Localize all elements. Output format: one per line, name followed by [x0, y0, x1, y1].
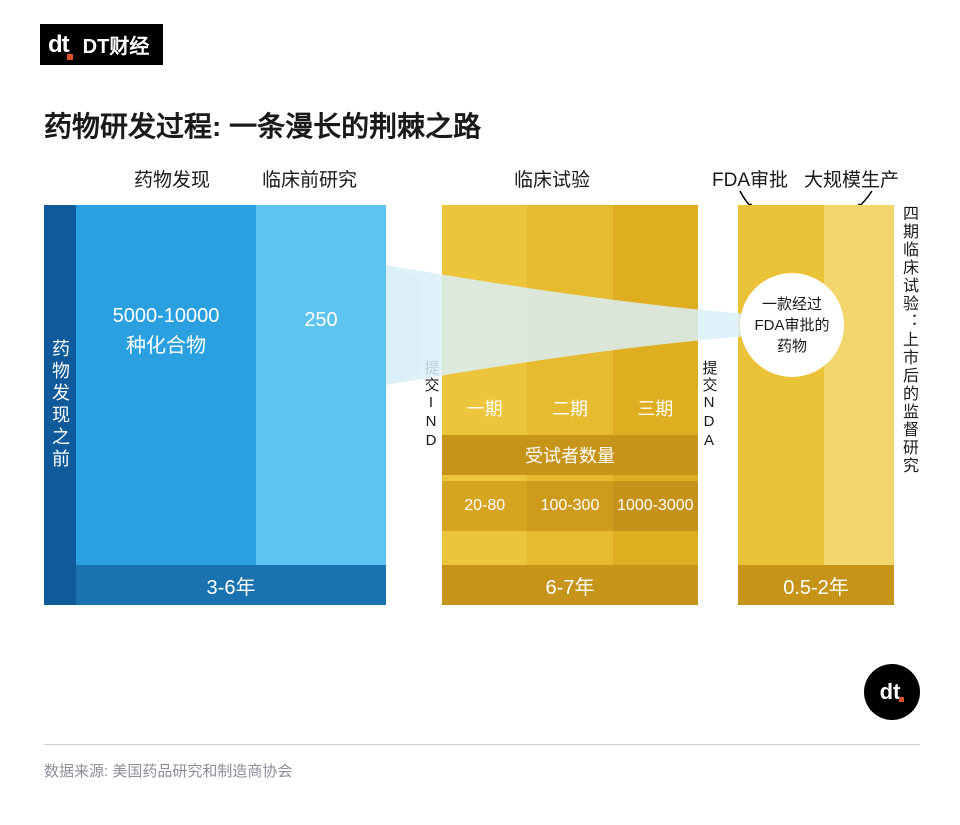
- stage-fda: FDA审批: [712, 165, 788, 192]
- preclinical-block: 250: [256, 205, 386, 605]
- fda-approved-callout: 一款经过FDA审批的药物: [740, 273, 844, 377]
- duration-clinical: 6-7年: [442, 565, 698, 605]
- stage-labels: 药物发现 临床前研究 临床试验 FDA审批 大规模生产: [44, 165, 920, 199]
- timeline-blocks: 药物发现之前 5000-10000 种化合物 250 提交IND 一期 二期 三…: [44, 205, 920, 605]
- subjects-row: 20-80 100-300 1000-3000: [442, 481, 698, 531]
- subjects-p2: 100-300: [527, 481, 612, 531]
- phase-4-note: 四期临床试验：上市后的监督研究: [898, 205, 920, 605]
- duration-discovery: 3-6年: [76, 565, 386, 605]
- pre-discovery-label: 药物发现之前: [47, 339, 73, 471]
- preclinical-compounds: 250: [256, 305, 386, 335]
- nda-milestone: 提交NDA: [698, 205, 720, 605]
- divider: [44, 744, 920, 745]
- clinical-block: 一期 二期 三期 受试者数量 20-80 100-300 1000-3000: [442, 205, 698, 605]
- fda-block: [738, 205, 824, 565]
- stage-production: 大规模生产: [804, 165, 899, 192]
- footer-logo: dt: [864, 664, 920, 720]
- drug-pipeline-chart: 药物发现 临床前研究 临床试验 FDA审批 大规模生产 药物发现之前 5000-…: [44, 165, 920, 605]
- logo-mark: dt: [48, 31, 73, 59]
- pre-discovery-block: 药物发现之前: [44, 205, 76, 605]
- page-title: 药物研发过程: 一条漫长的荆棘之路: [44, 105, 960, 145]
- subjects-p3: 1000-3000: [613, 481, 698, 531]
- duration-fda: 0.5-2年: [738, 565, 894, 605]
- subjects-p1: 20-80: [442, 481, 527, 531]
- stage-clinical: 临床试验: [514, 165, 590, 192]
- data-source: 数据来源: 美国药品研究和制造商协会: [44, 760, 292, 781]
- stage-discovery: 药物发现: [134, 165, 210, 192]
- funnel-tail: [386, 205, 420, 565]
- logo-text: DT财经: [83, 30, 150, 59]
- stage-preclinical: 临床前研究: [262, 165, 357, 192]
- discovery-compounds: 5000-10000 种化合物: [76, 301, 256, 361]
- ind-milestone: 提交IND: [420, 205, 442, 605]
- subjects-header: 受试者数量: [442, 435, 698, 475]
- brand-logo: dt DT财经: [40, 24, 163, 65]
- gap-clinical-fda: [720, 205, 738, 605]
- gap-preclinical-clinical: [386, 205, 420, 605]
- discovery-block: 5000-10000 种化合物: [76, 205, 256, 605]
- production-block: [824, 205, 894, 565]
